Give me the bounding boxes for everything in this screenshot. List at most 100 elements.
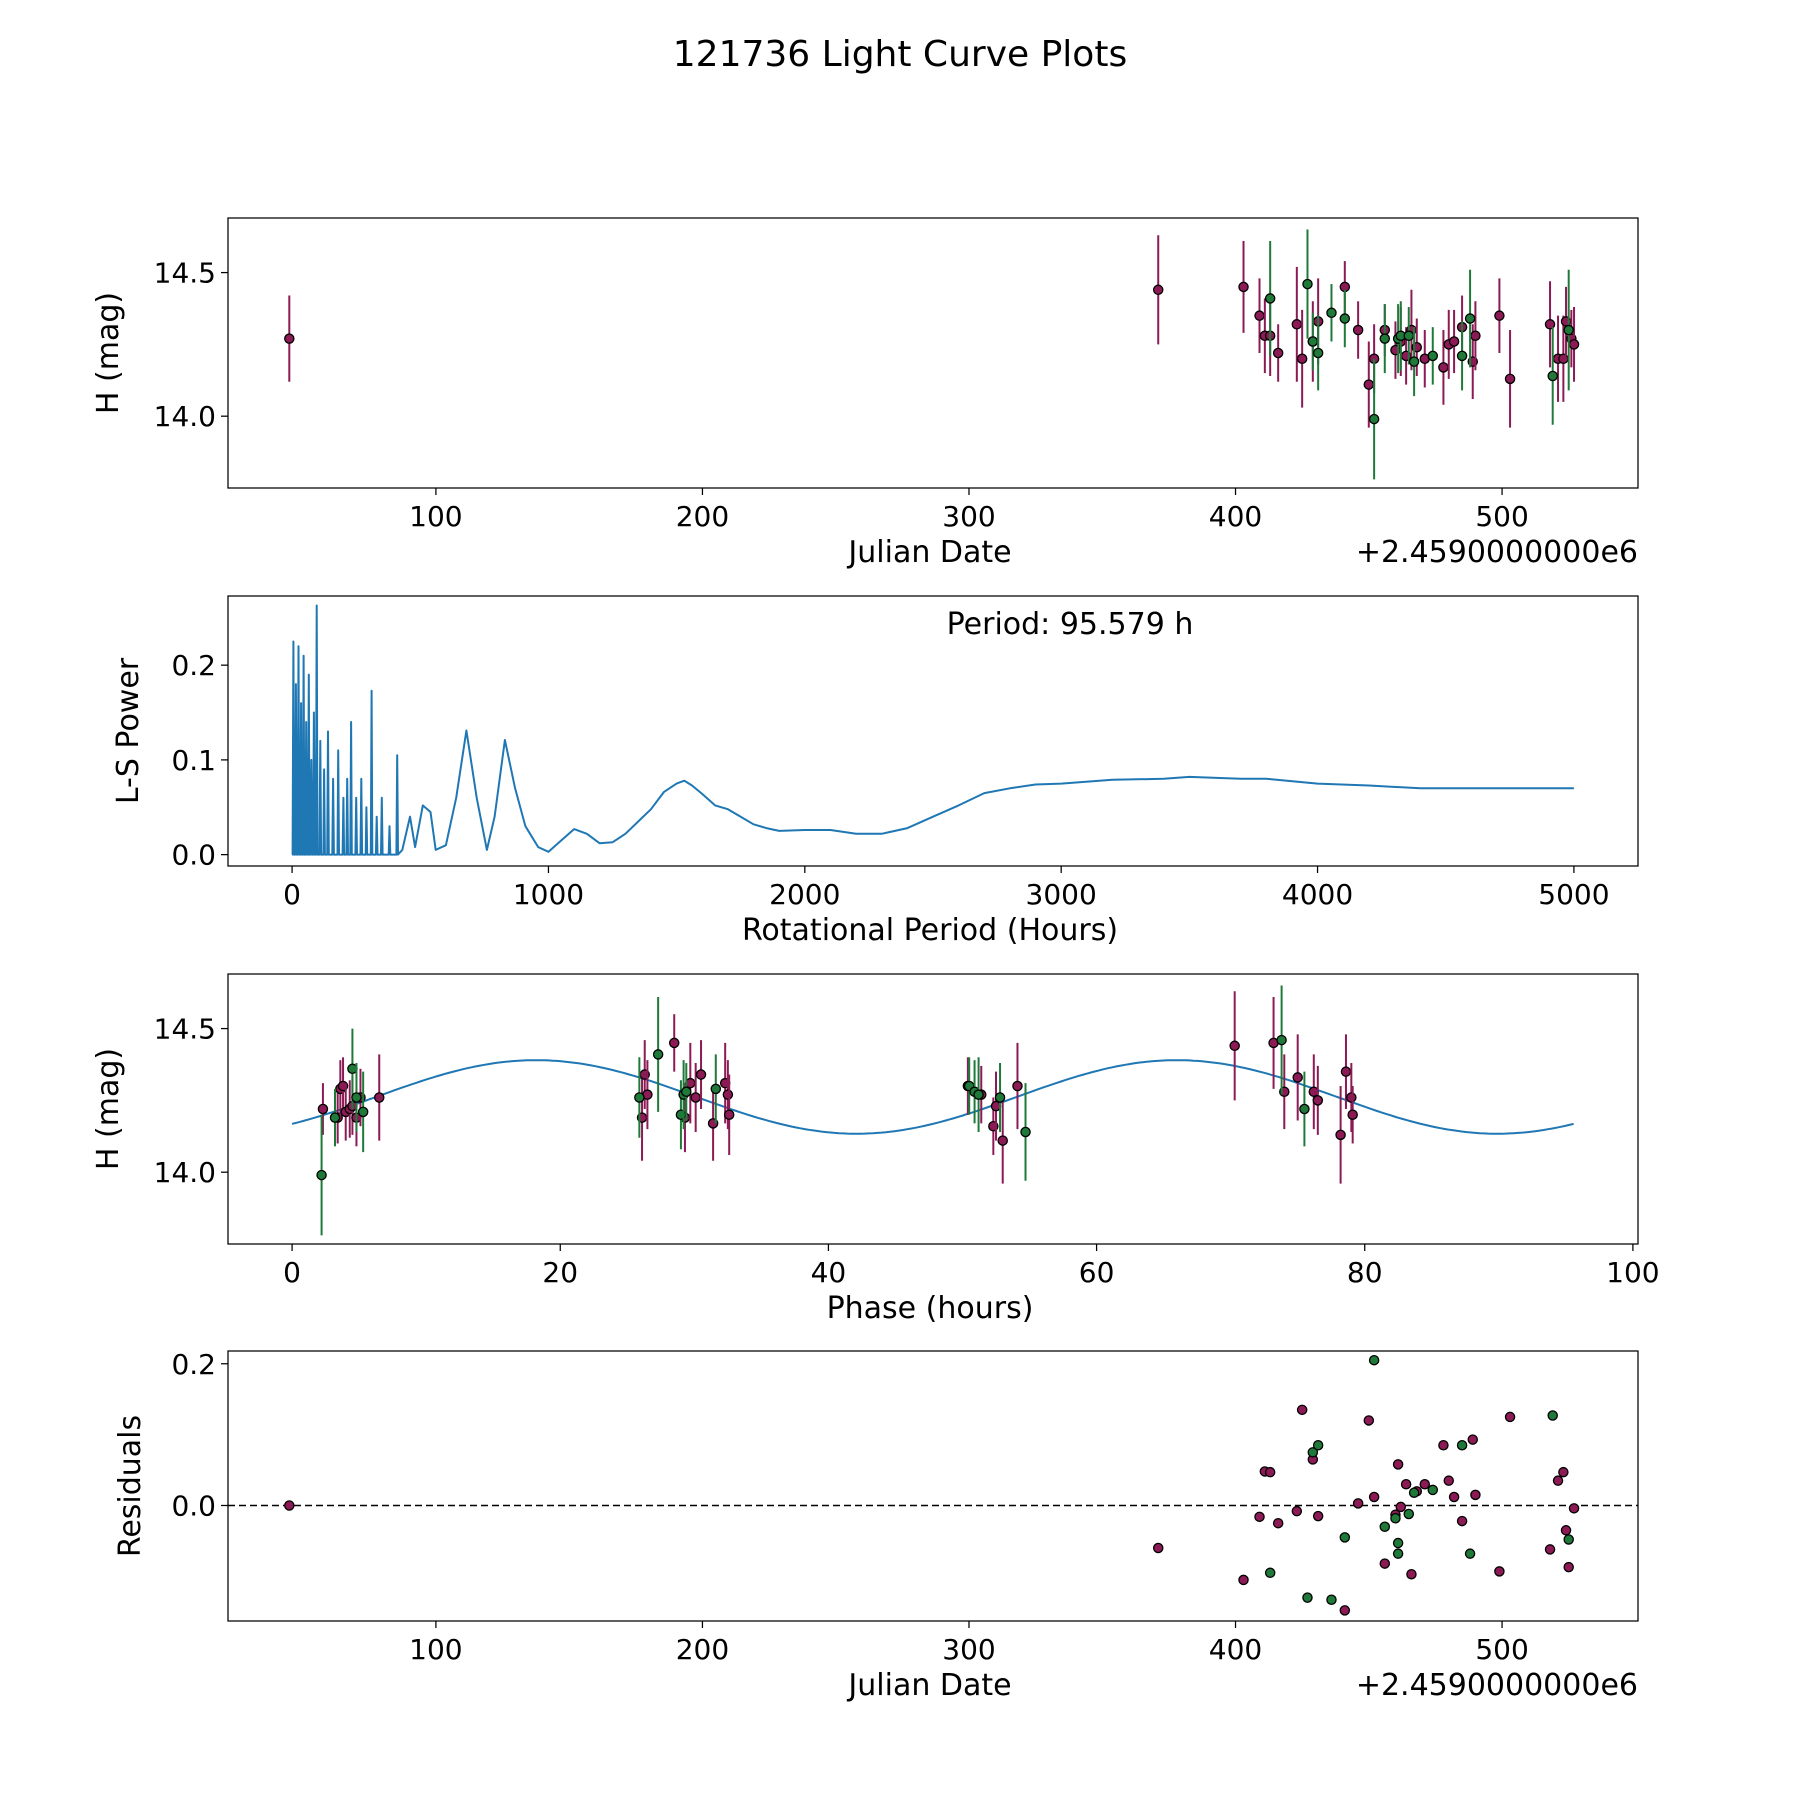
- data-point: [1299, 1103, 1310, 1115]
- data-point: [1392, 1537, 1404, 1549]
- x-tick-label: 20: [542, 1256, 578, 1289]
- data-point: [1392, 1459, 1404, 1470]
- data-point: [1563, 1534, 1574, 1545]
- data-point: [1264, 293, 1276, 304]
- data-point: [1020, 1126, 1031, 1138]
- panel-residuals: 100 200 300 400 500 0.0 0.2 Julian Date Residual…: [113, 1348, 1639, 1703]
- data-point: [1340, 1066, 1352, 1077]
- x-tick-label: 40: [811, 1256, 847, 1289]
- plot-area-lightcurve: [284, 229, 1580, 480]
- data-point: [722, 1089, 734, 1100]
- data-point: [1560, 1525, 1572, 1536]
- data-point: [1346, 1092, 1357, 1103]
- x-axis-label: Phase (hours): [827, 1291, 1034, 1326]
- x-offset-text: +2.4590000000e6: [1356, 535, 1638, 570]
- data-point: [1276, 1034, 1287, 1046]
- x-axis-label: Julian Date: [846, 535, 1011, 570]
- data-point: [1406, 1568, 1417, 1580]
- x-tick-label: 300: [942, 1633, 995, 1666]
- data-point: [1254, 310, 1265, 321]
- data-point: [634, 1092, 645, 1103]
- data-point: [284, 1500, 295, 1511]
- data-point: [690, 1092, 701, 1103]
- x-tick-label: 300: [942, 500, 995, 533]
- data-point: [1403, 330, 1415, 342]
- data-point: [1312, 1440, 1324, 1451]
- x-tick-label: 200: [676, 1633, 729, 1666]
- data-point: [1456, 350, 1468, 362]
- x-tick-label: 200: [676, 500, 729, 533]
- y-tick-label: 0.1: [171, 744, 216, 777]
- data-point: [1302, 1592, 1313, 1603]
- x-tick-label: 3000: [1026, 878, 1097, 911]
- data-point: [1470, 330, 1481, 342]
- data-point: [1379, 333, 1391, 344]
- axes-frame: [227, 217, 1639, 489]
- series-green: [1264, 1354, 1574, 1605]
- data-point: [973, 1089, 984, 1100]
- data-point: [1568, 339, 1580, 350]
- data-point: [1563, 1561, 1574, 1573]
- data-point: [1544, 319, 1556, 330]
- x-tick-label: 0: [283, 1256, 301, 1289]
- data-point: [1012, 1080, 1023, 1092]
- data-point: [1312, 1510, 1324, 1522]
- data-point: [1347, 1109, 1358, 1120]
- y-axis-label: L-S Power: [111, 657, 146, 804]
- data-point: [1408, 356, 1420, 367]
- data-point: [1470, 1489, 1481, 1501]
- x-tick-label: 2000: [769, 878, 840, 911]
- data-point: [1339, 1532, 1351, 1543]
- data-point: [1335, 1129, 1346, 1141]
- y-axis-label: H (mag): [91, 292, 126, 414]
- plot-area-residuals: [228, 1354, 1638, 1616]
- data-point: [1238, 1574, 1249, 1586]
- plot-area-phase: [291, 985, 1574, 1236]
- fit-curve: [291, 1059, 1574, 1135]
- y-axis-label: Residuals: [113, 1415, 148, 1557]
- x-tick-label: 100: [1606, 1256, 1659, 1289]
- data-point: [1272, 347, 1284, 359]
- y-tick-label: 14.5: [154, 1013, 216, 1046]
- x-axis-label: Rotational Period (Hours): [742, 913, 1118, 948]
- y-axis-label: H (mag): [91, 1048, 126, 1170]
- x-tick-label: 100: [409, 1633, 462, 1666]
- data-point: [1568, 1503, 1580, 1514]
- data-point: [1438, 1440, 1449, 1451]
- y-tick-label: 14.0: [154, 1156, 216, 1189]
- data-point: [1296, 353, 1308, 364]
- plot-area-periodogram: [291, 604, 1574, 856]
- data-point: [1368, 1354, 1380, 1366]
- data-point: [1443, 1475, 1455, 1486]
- data-point: [652, 1049, 664, 1060]
- axes-frame: [227, 1350, 1639, 1622]
- data-point: [1464, 313, 1476, 324]
- data-point: [994, 1092, 1006, 1103]
- data-point: [1296, 1404, 1308, 1416]
- data-point: [1307, 336, 1319, 347]
- data-point: [1456, 1515, 1468, 1527]
- period-annotation: Period: 95.579 h: [947, 607, 1194, 642]
- data-point: [1390, 1512, 1401, 1524]
- y-tick-label: 0.2: [171, 649, 216, 682]
- x-offset-text: +2.4590000000e6: [1356, 1668, 1638, 1703]
- data-point: [1152, 284, 1164, 296]
- panel-lightcurve: 100 200 300 400 500 14.0 14.5 Julian Date H (mag…: [91, 217, 1639, 570]
- data-point: [1403, 1508, 1415, 1520]
- data-point: [1368, 413, 1380, 425]
- data-point: [1494, 310, 1505, 321]
- data-point: [1419, 1478, 1431, 1490]
- x-tick-label: 4000: [1282, 878, 1353, 911]
- data-point: [1291, 1505, 1303, 1517]
- data-point: [1379, 1521, 1391, 1532]
- data-point: [668, 1037, 680, 1049]
- y-tick-label: 0.0: [171, 1489, 216, 1522]
- data-point: [1438, 362, 1449, 373]
- x-tick-label: 100: [409, 500, 462, 533]
- x-tick-label: 400: [1209, 1633, 1262, 1666]
- data-point: [1363, 1415, 1375, 1426]
- x-tick-label: 400: [1209, 500, 1262, 533]
- data-point: [357, 1106, 369, 1118]
- axes-frame: [227, 973, 1639, 1245]
- data-point: [1302, 278, 1313, 290]
